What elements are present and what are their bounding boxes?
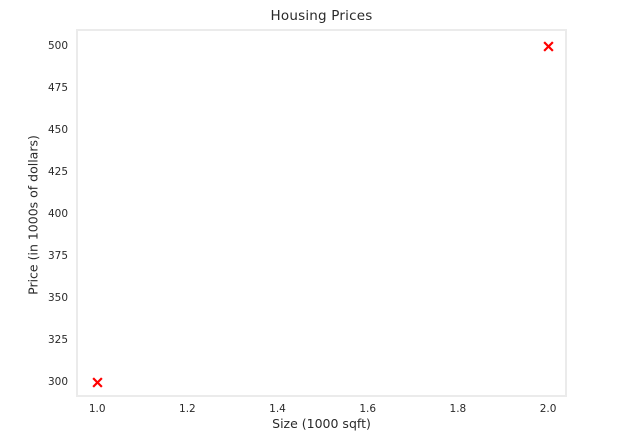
y-tick-label: 300 xyxy=(47,376,68,388)
data-point-x-marker-icon xyxy=(542,40,554,52)
x-tick-label: 2.0 xyxy=(539,403,557,415)
x-tick-label: 1.6 xyxy=(359,403,377,415)
y-tick-label: 350 xyxy=(47,292,68,304)
x-tick-label: 1.8 xyxy=(449,403,467,415)
data-point-x-marker-icon xyxy=(92,376,103,388)
y-tick-label: 475 xyxy=(47,82,68,94)
x-tick-label: 1.4 xyxy=(269,403,286,415)
x-tick-label: 1.2 xyxy=(179,403,196,415)
plot-area xyxy=(76,29,567,397)
x-tick-label: 1.0 xyxy=(88,403,106,415)
y-tick-label: 375 xyxy=(47,250,68,262)
y-tick-label: 325 xyxy=(47,334,68,346)
y-tick-label: 425 xyxy=(47,166,68,178)
y-axis-title: Price (in 1000s of dollars) xyxy=(25,135,41,295)
y-tick-label: 500 xyxy=(47,40,68,52)
y-tick-label: 450 xyxy=(47,124,68,136)
y-tick-label: 400 xyxy=(47,208,68,220)
chart-title: Housing Prices xyxy=(270,8,373,24)
x-axis-title: Size (1000 sqft) xyxy=(272,416,371,431)
